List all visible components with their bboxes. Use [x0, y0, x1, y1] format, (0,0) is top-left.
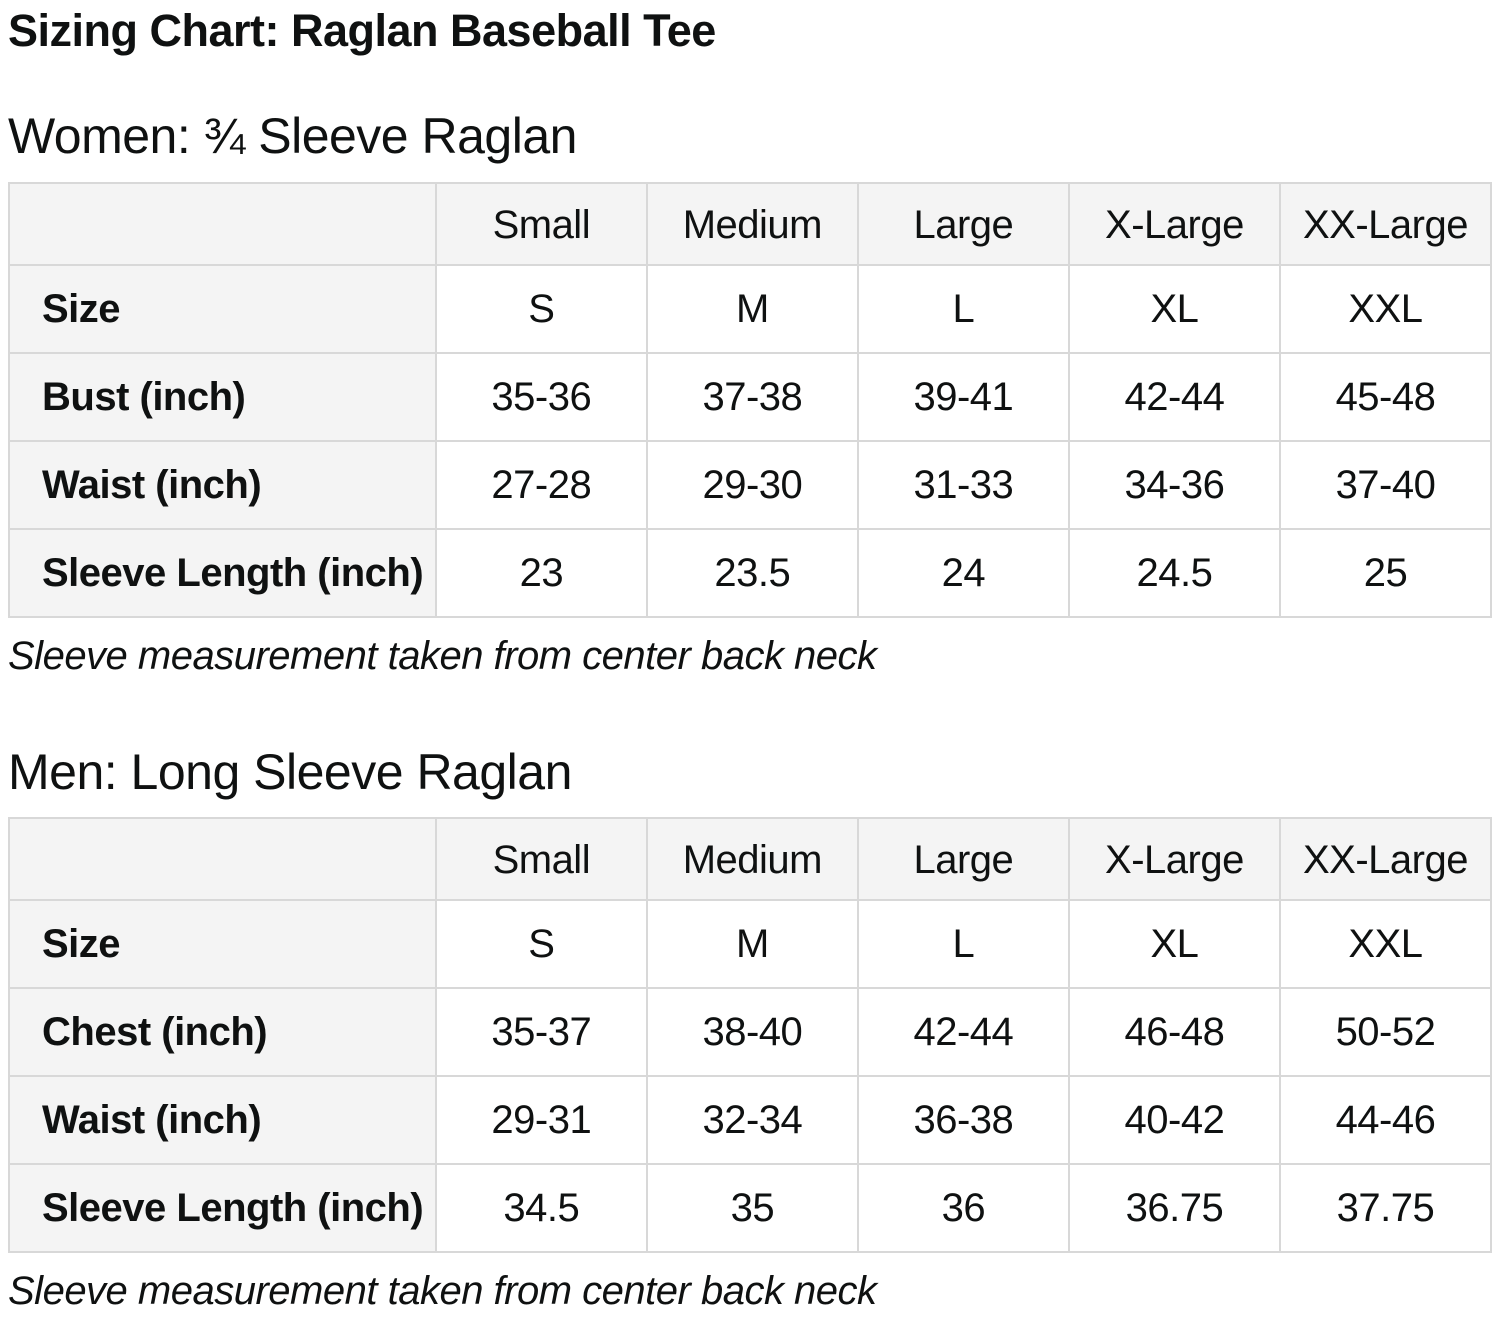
men-section-heading: Men: Long Sleeve Raglan — [8, 743, 572, 800]
row-label-size: Size — [8, 263, 437, 354]
table-cell: XL — [1067, 263, 1281, 354]
men-row-sleeve-length: Sleeve Length (inch) 34.5 35 36 36.75 37… — [8, 1163, 1493, 1253]
table-cell: M — [645, 899, 859, 989]
table-cell: 36.75 — [1067, 1163, 1281, 1253]
table-cell: XXL — [1278, 263, 1493, 354]
table-cell: XL — [1067, 899, 1281, 989]
column-header-small: Small — [434, 181, 648, 266]
table-cell: 23.5 — [645, 527, 859, 618]
men-size-table: Small Medium Large X-Large XX-Large Size… — [8, 817, 1493, 1253]
column-header-xx-large: XX-Large — [1278, 817, 1493, 901]
table-cell: S — [434, 899, 648, 989]
table-cell: 42-44 — [1067, 351, 1281, 442]
table-cell: 31-33 — [856, 439, 1070, 530]
table-cell: 50-52 — [1278, 987, 1493, 1077]
table-cell: 40-42 — [1067, 1075, 1281, 1165]
row-label-waist: Waist (inch) — [8, 439, 437, 530]
table-cell: 45-48 — [1278, 351, 1493, 442]
table-cell: 34-36 — [1067, 439, 1281, 530]
table-cell: 34.5 — [434, 1163, 648, 1253]
table-cell: 42-44 — [856, 987, 1070, 1077]
table-cell: 37.75 — [1278, 1163, 1493, 1253]
table-cell: M — [645, 263, 859, 354]
women-section: Women: ¾ Sleeve Raglan Small Medium Larg… — [8, 108, 1493, 680]
men-row-waist: Waist (inch) 29-31 32-34 36-38 40-42 44-… — [8, 1075, 1493, 1165]
column-header-x-large: X-Large — [1067, 181, 1281, 266]
table-cell: 24 — [856, 527, 1070, 618]
women-section-heading: Women: ¾ Sleeve Raglan — [8, 108, 577, 164]
table-cell: 29-31 — [434, 1075, 648, 1165]
column-header-x-large: X-Large — [1067, 817, 1281, 901]
men-sleeve-note: Sleeve measurement taken from center bac… — [8, 1269, 877, 1313]
men-section: Men: Long Sleeve Raglan Small Medium Lar… — [8, 743, 1493, 1316]
corner-cell — [8, 817, 437, 901]
table-cell: L — [856, 899, 1070, 989]
table-cell: 44-46 — [1278, 1075, 1493, 1165]
table-cell: L — [856, 263, 1070, 354]
row-label-sleeve-length: Sleeve Length (inch) — [8, 1163, 437, 1253]
table-cell: 37-40 — [1278, 439, 1493, 530]
women-row-bust: Bust (inch) 35-36 37-38 39-41 42-44 45-4… — [8, 351, 1493, 442]
table-cell: 35 — [645, 1163, 859, 1253]
table-cell: 36 — [856, 1163, 1070, 1253]
table-cell: 35-36 — [434, 351, 648, 442]
women-sleeve-note: Sleeve measurement taken from center bac… — [8, 633, 877, 678]
table-cell: 36-38 — [856, 1075, 1070, 1165]
column-header-xx-large: XX-Large — [1278, 181, 1493, 266]
table-cell: 27-28 — [434, 439, 648, 530]
column-header-large: Large — [856, 817, 1070, 901]
row-label-waist: Waist (inch) — [8, 1075, 437, 1165]
men-row-chest: Chest (inch) 35-37 38-40 42-44 46-48 50-… — [8, 987, 1493, 1077]
table-cell: 25 — [1278, 527, 1493, 618]
table-cell: S — [434, 263, 648, 354]
corner-cell — [8, 181, 437, 266]
row-label-bust: Bust (inch) — [8, 351, 437, 442]
column-header-medium: Medium — [645, 817, 859, 901]
table-cell: 46-48 — [1067, 987, 1281, 1077]
men-row-size: Size S M L XL XXL — [8, 899, 1493, 989]
women-row-sleeve-length: Sleeve Length (inch) 23 23.5 24 24.5 25 — [8, 527, 1493, 618]
table-cell: 37-38 — [645, 351, 859, 442]
men-table-header-row: Small Medium Large X-Large XX-Large — [8, 817, 1493, 901]
table-cell: 24.5 — [1067, 527, 1281, 618]
table-cell: 23 — [434, 527, 648, 618]
row-label-chest: Chest (inch) — [8, 987, 437, 1077]
column-header-small: Small — [434, 817, 648, 901]
column-header-large: Large — [856, 181, 1070, 266]
table-cell: 35-37 — [434, 987, 648, 1077]
women-size-table: Small Medium Large X-Large XX-Large Size… — [8, 181, 1493, 618]
row-label-sleeve-length: Sleeve Length (inch) — [8, 527, 437, 618]
table-cell: 32-34 — [645, 1075, 859, 1165]
women-table-header-row: Small Medium Large X-Large XX-Large — [8, 181, 1493, 266]
page-title: Sizing Chart: Raglan Baseball Tee — [8, 5, 716, 56]
table-cell: XXL — [1278, 899, 1493, 989]
table-cell: 39-41 — [856, 351, 1070, 442]
women-row-size: Size S M L XL XXL — [8, 263, 1493, 354]
table-cell: 38-40 — [645, 987, 859, 1077]
table-cell: 29-30 — [645, 439, 859, 530]
women-row-waist: Waist (inch) 27-28 29-30 31-33 34-36 37-… — [8, 439, 1493, 530]
column-header-medium: Medium — [645, 181, 859, 266]
row-label-size: Size — [8, 899, 437, 989]
